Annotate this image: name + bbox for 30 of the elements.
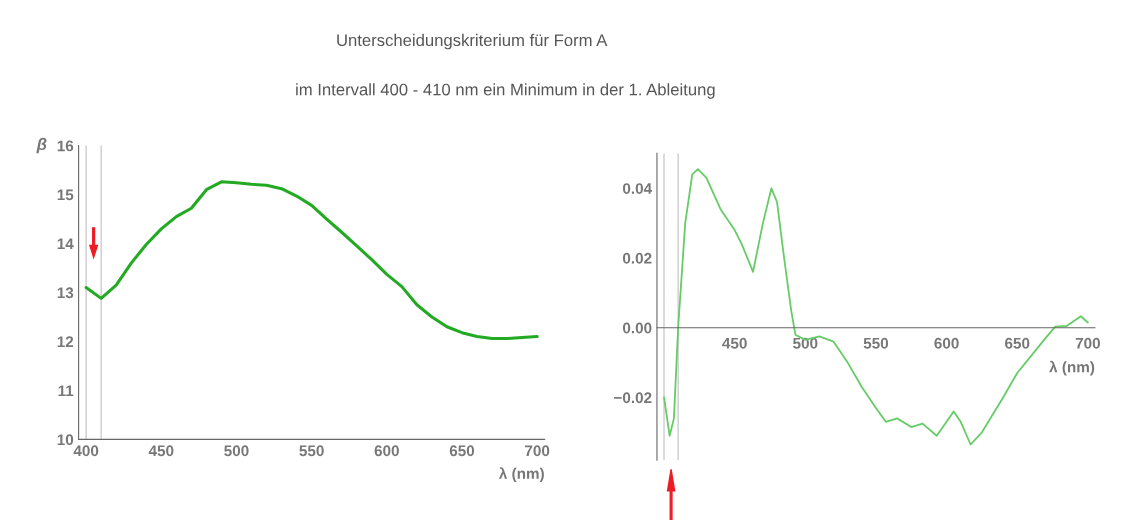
- y-tick-label: 15: [57, 189, 74, 201]
- x-axis-title: λ (nm): [1049, 360, 1095, 376]
- y-axis-title: β: [36, 137, 47, 154]
- chart-subtitle: im Intervall 400 - 410 nm ein Minimum in der 1. Ableitung: [296, 83, 715, 99]
- y-tick-label: 10: [57, 434, 74, 446]
- line-series: [84, 180, 539, 341]
- y-tick-label: 13: [57, 287, 74, 299]
- chart-title: Unterscheidungskriterium für Form A: [337, 33, 608, 50]
- y-tick-label: 12: [57, 336, 74, 347]
- y-tick-label: −0.02: [614, 392, 652, 404]
- x-tick-label: 500: [224, 445, 249, 457]
- x-tick-label: 600: [934, 337, 959, 349]
- x-tick-label: 550: [299, 445, 324, 457]
- x-tick-label: 650: [1005, 337, 1030, 349]
- y-tick-label: 0.00: [622, 322, 652, 334]
- x-tick-label: 550: [863, 337, 889, 349]
- x-tick-label: 700: [1075, 337, 1100, 349]
- y-tick-label: 0.02: [622, 252, 652, 264]
- y-tick-label: 16: [57, 140, 74, 152]
- x-tick-label: 450: [722, 337, 747, 349]
- x-tick-label: 600: [374, 445, 399, 457]
- x-axis-title: λ (nm): [498, 467, 544, 482]
- x-tick-label: 500: [793, 337, 818, 349]
- x-tick-label: 700: [525, 445, 550, 457]
- x-tick-label: 450: [148, 445, 174, 457]
- x-tick-label: 650: [449, 445, 475, 457]
- y-tick-label: 11: [58, 385, 74, 396]
- y-tick-label: 14: [57, 238, 74, 250]
- y-tick-label: 0.04: [622, 183, 653, 194]
- x-tick-label: 400: [73, 445, 99, 457]
